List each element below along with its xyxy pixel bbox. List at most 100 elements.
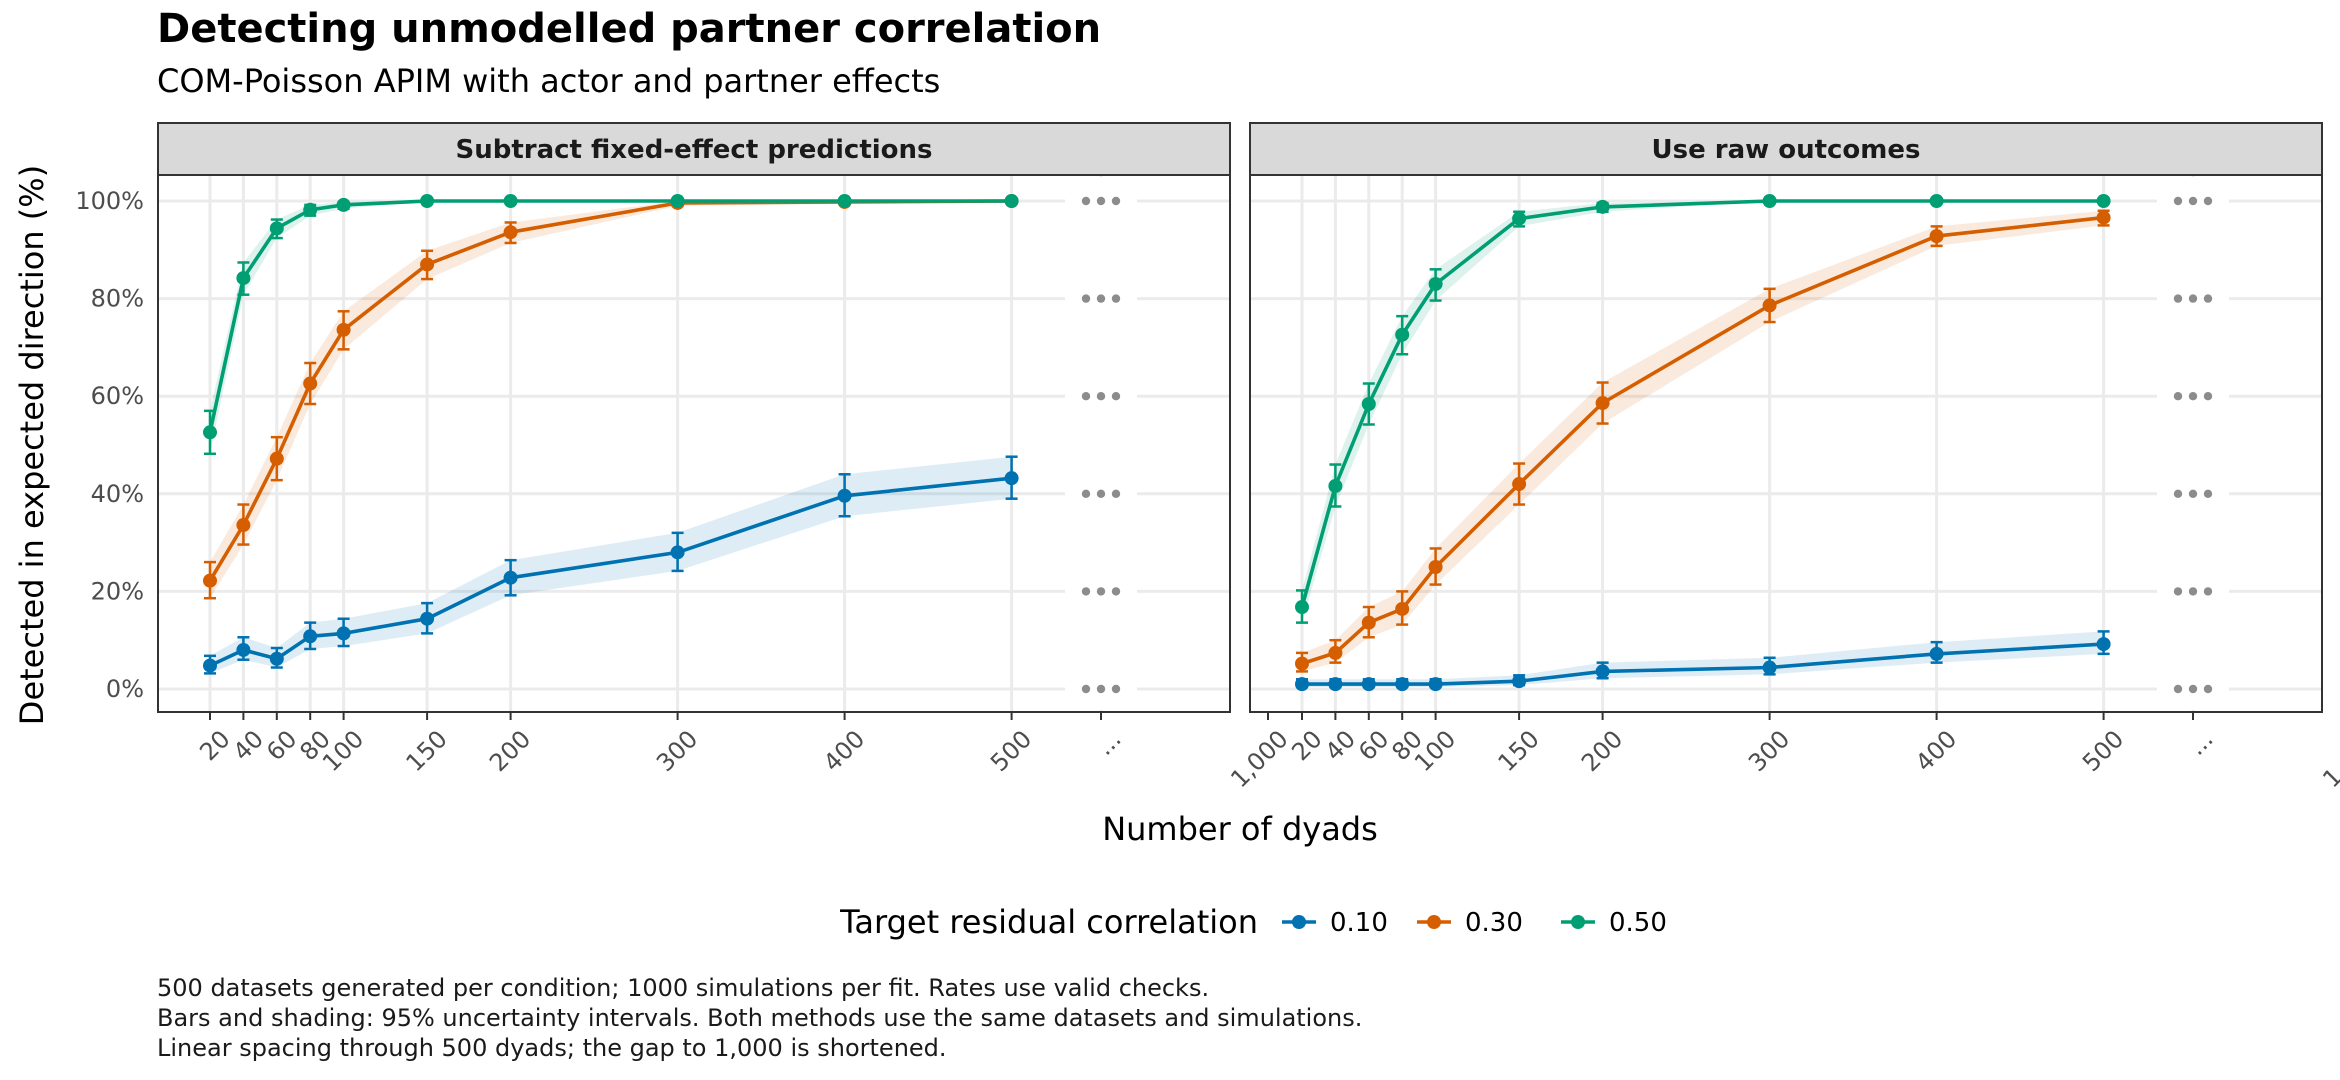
data-point xyxy=(336,626,351,641)
y-tick-label: 20% xyxy=(91,577,144,605)
data-point xyxy=(1361,397,1376,412)
data-point xyxy=(1595,199,1610,214)
axis-break-dot xyxy=(2188,392,2198,401)
axis-break-dot xyxy=(2173,587,2183,596)
series-line-0.30 xyxy=(1301,215,2104,666)
data-point xyxy=(1295,656,1309,671)
x-tick-label: ... xyxy=(1091,725,1127,761)
axis-break-dot xyxy=(2188,294,2198,303)
axis-break-dot xyxy=(1096,587,1106,596)
data-point xyxy=(269,221,284,236)
data-point xyxy=(203,425,217,440)
axis-break-dot xyxy=(2173,684,2183,694)
axis-break-dot xyxy=(2188,684,2198,694)
chart-title: Detecting unmodelled partner correlation xyxy=(157,6,1102,52)
x-tick-label: 500 xyxy=(2077,725,2129,777)
axis-break-dot xyxy=(2203,587,2213,596)
x-tick-label: 150 xyxy=(401,725,453,777)
data-point xyxy=(1361,615,1376,630)
x-tick-label: 200 xyxy=(484,725,536,777)
data-point xyxy=(236,518,251,533)
data-point xyxy=(2096,210,2111,225)
caption: 500 datasets generated per condition; 10… xyxy=(157,973,1362,1063)
data-point xyxy=(1328,677,1343,692)
data-point xyxy=(1295,600,1309,615)
data-point xyxy=(837,488,852,503)
axis-break-dot xyxy=(1111,392,1121,401)
data-point xyxy=(1512,674,1527,689)
axis-break-dot xyxy=(1111,294,1121,303)
axis-break-dot xyxy=(2203,294,2213,303)
axis-break-dot xyxy=(1096,392,1106,401)
axis-break-dot xyxy=(1081,294,1091,303)
data-point xyxy=(1512,211,1527,226)
series-line-0.50 xyxy=(1300,199,2104,608)
data-point xyxy=(203,658,217,673)
x-tick-label: 300 xyxy=(1743,725,1795,777)
data-point xyxy=(420,194,435,208)
legend-label: 0.50 xyxy=(1609,908,1667,938)
data-point xyxy=(1295,677,1309,692)
data-point xyxy=(1395,677,1410,692)
x-tick-label: 200 xyxy=(1576,725,1628,777)
data-point xyxy=(1762,298,1777,313)
axis-break-dot xyxy=(1081,196,1091,206)
axis-break-dot xyxy=(1096,489,1106,498)
data-point xyxy=(336,322,351,337)
axis-break-dot xyxy=(2203,489,2213,498)
axis-break-dot xyxy=(1096,294,1106,303)
data-point xyxy=(670,194,685,208)
data-point xyxy=(1929,194,1944,208)
data-point xyxy=(1929,646,1944,661)
axis-break-dot xyxy=(2173,392,2183,401)
y-tick-label: 60% xyxy=(91,382,144,410)
data-point xyxy=(837,194,852,208)
data-point xyxy=(503,225,518,240)
data-point xyxy=(269,651,284,666)
x-tick-label: 100 xyxy=(317,725,369,777)
axis-break-dot xyxy=(1081,587,1091,596)
data-point xyxy=(1512,477,1527,492)
x-tick-label: 500 xyxy=(985,725,1037,777)
axis-break-band xyxy=(1065,177,1137,710)
axis-break-dot xyxy=(2203,684,2213,694)
data-point xyxy=(1361,677,1376,692)
data-point xyxy=(1428,276,1443,291)
axis-break-dot xyxy=(1096,196,1106,206)
data-point xyxy=(1762,660,1777,675)
caption-line: Linear spacing through 500 dyads; the ga… xyxy=(157,1034,947,1062)
data-point xyxy=(1428,560,1443,574)
y-tick-label: 80% xyxy=(91,285,144,313)
data-point xyxy=(236,642,251,657)
data-point xyxy=(1395,601,1410,616)
axis-break-dot xyxy=(2188,196,2198,206)
data-point xyxy=(503,570,518,585)
axis-break-dot xyxy=(1096,684,1106,694)
legend-title: Target residual correlation xyxy=(839,903,1258,941)
axis-break-dot xyxy=(1111,196,1121,206)
axis-break-dot xyxy=(1081,489,1091,498)
data-point xyxy=(1929,229,1944,244)
chart-subtitle: COM-Poisson APIM with actor and partner … xyxy=(157,62,941,100)
facet-strip-label: Subtract fixed-effect predictions xyxy=(455,135,932,165)
x-tick-label: 1,000 xyxy=(2317,725,2340,793)
ci-ribbon-0.10 xyxy=(210,456,1012,674)
axis-break-dot xyxy=(1081,684,1091,694)
data-point xyxy=(1004,194,1019,208)
x-tick-label: 100 xyxy=(1409,725,1461,777)
data-point xyxy=(303,629,318,644)
legend-key-point xyxy=(1292,915,1306,929)
axis-break-dot xyxy=(2173,196,2183,206)
ci-ribbon-0.10 xyxy=(1302,631,2104,687)
caption-line: Bars and shading: 95% uncertainty interv… xyxy=(157,1004,1363,1032)
ci-ribbon-0.30 xyxy=(1302,210,2104,672)
series-line-0.10 xyxy=(209,476,1012,668)
facet-strip-label: Use raw outcomes xyxy=(1652,135,1921,165)
x-tick-label: 300 xyxy=(651,725,703,777)
y-tick-label: 100% xyxy=(75,187,144,215)
data-point xyxy=(1595,664,1610,679)
x-axis-title: Number of dyads xyxy=(1102,810,1378,848)
data-point xyxy=(236,271,251,286)
data-point xyxy=(269,451,284,466)
